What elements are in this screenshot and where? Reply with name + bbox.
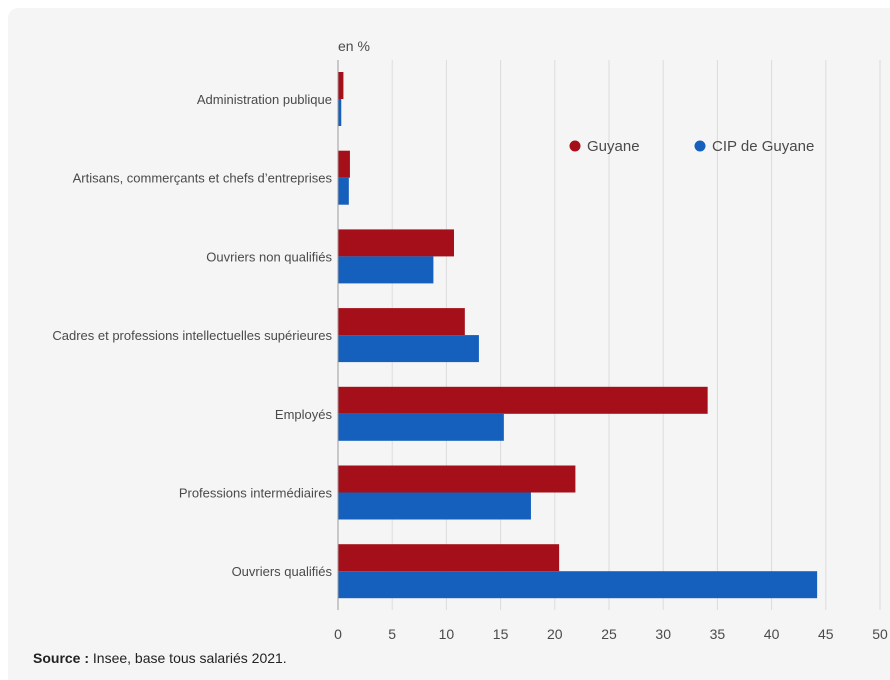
bar-guyane bbox=[338, 544, 560, 572]
bar-cip-de-guyane bbox=[338, 177, 349, 205]
category-label: Ouvriers non qualifiés bbox=[206, 249, 332, 264]
x-tick-labels: 0 5 10 15 20 25 30 35 40 45 50 bbox=[334, 626, 888, 642]
legend-label: CIP de Guyane bbox=[712, 138, 814, 155]
x-tick-label: 15 bbox=[493, 626, 509, 642]
category-labels: Administration publique Artisans, commerç… bbox=[52, 92, 332, 579]
legend-marker bbox=[694, 140, 706, 152]
category-label: Employés bbox=[275, 407, 333, 422]
x-tick-label: 10 bbox=[439, 626, 455, 642]
source-text: Insee, base tous salariés 2021. bbox=[89, 650, 287, 666]
unit-label: en % bbox=[338, 38, 370, 54]
category-label: Ouvriers qualifiés bbox=[232, 564, 333, 579]
category-label: Cadres et professions intellectuelles su… bbox=[52, 328, 332, 343]
bar-guyane bbox=[338, 229, 454, 257]
bar-guyane bbox=[338, 386, 708, 414]
legend: Guyane CIP de Guyane bbox=[569, 138, 814, 155]
category-label: Administration publique bbox=[197, 92, 332, 107]
bar-guyane bbox=[338, 72, 344, 99]
bars bbox=[338, 72, 818, 599]
bar-guyane bbox=[338, 308, 465, 336]
x-tick-label: 35 bbox=[710, 626, 726, 642]
x-tick-label: 40 bbox=[764, 626, 780, 642]
x-tick-label: 30 bbox=[655, 626, 671, 642]
x-tick-label: 45 bbox=[818, 626, 834, 642]
source-label: Source : bbox=[33, 650, 90, 666]
bar-guyane bbox=[338, 465, 576, 493]
source-note: Source : Insee, base tous salariés 2021. bbox=[33, 650, 287, 666]
x-tick-label: 25 bbox=[601, 626, 617, 642]
bar-cip-de-guyane bbox=[338, 492, 531, 520]
bar-cip-de-guyane bbox=[338, 413, 504, 441]
legend-label: Guyane bbox=[587, 138, 640, 155]
category-label: Professions intermédiaires bbox=[179, 486, 333, 501]
x-tick-label: 20 bbox=[547, 626, 563, 642]
category-label: Artisans, commerçants et chefs d’entrepr… bbox=[73, 171, 333, 186]
bar-cip-de-guyane bbox=[338, 571, 818, 599]
bar-guyane bbox=[338, 150, 350, 178]
x-tick-label: 0 bbox=[334, 626, 342, 642]
bar-cip-de-guyane bbox=[338, 335, 479, 363]
bar-cip-de-guyane bbox=[338, 256, 434, 284]
x-tick-label: 5 bbox=[388, 626, 396, 642]
bar-cip-de-guyane bbox=[338, 99, 342, 126]
x-tick-label: 50 bbox=[872, 626, 888, 642]
legend-marker bbox=[569, 140, 581, 152]
